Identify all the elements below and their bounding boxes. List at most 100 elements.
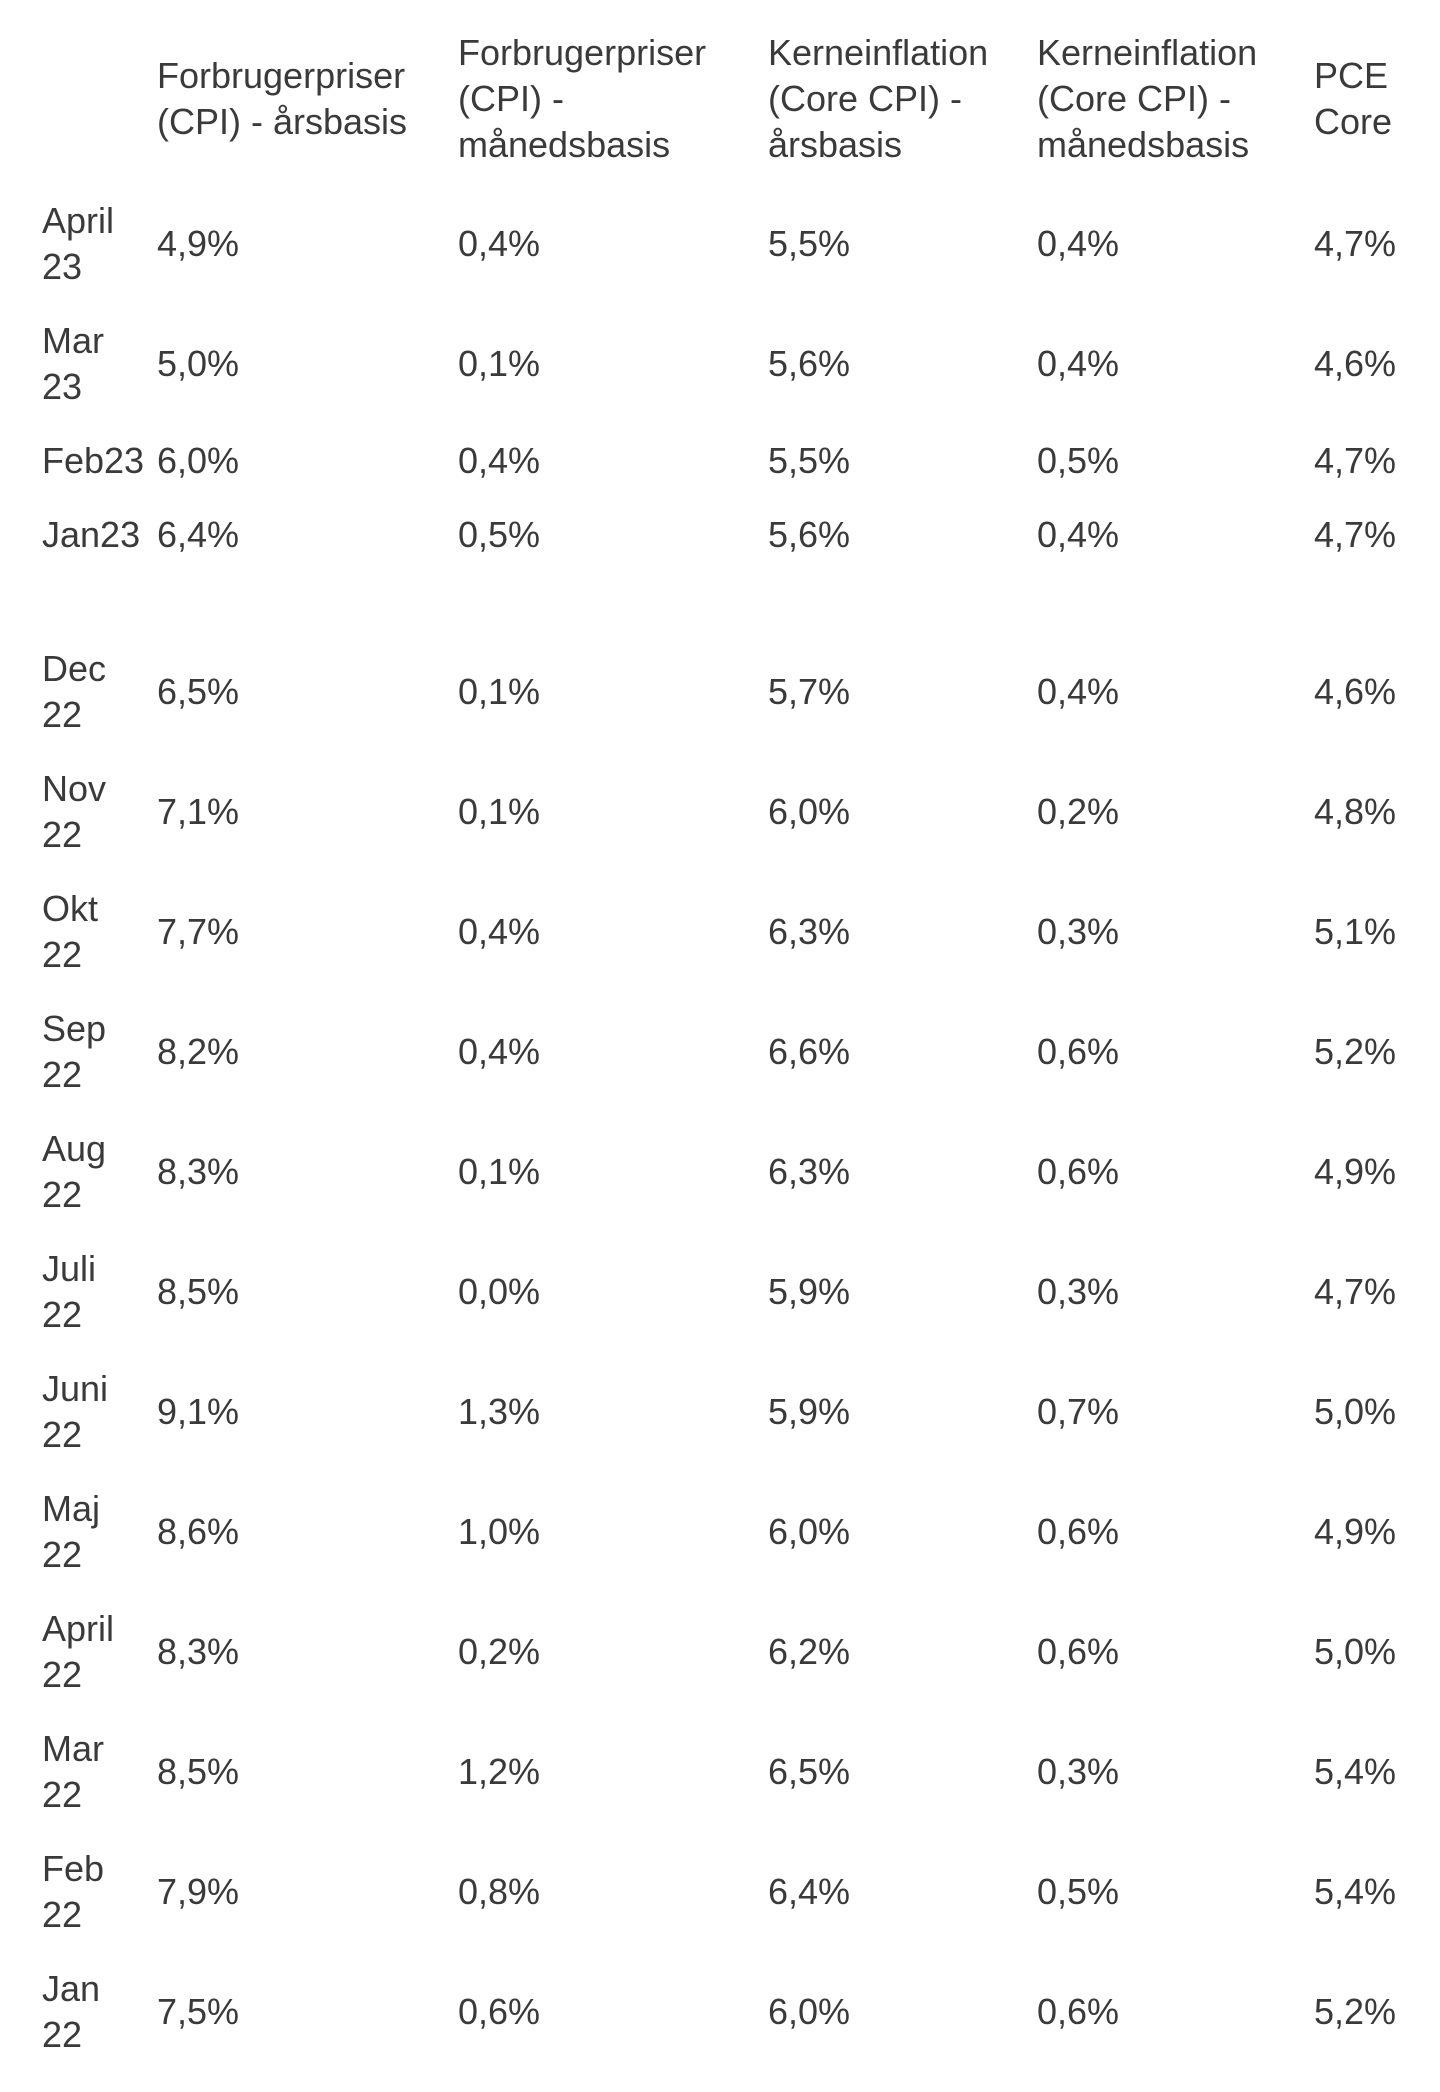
- row-label: April 22: [42, 1608, 115, 1695]
- spacer-row: [42, 572, 1440, 632]
- value-cell: 6,5%: [768, 1751, 851, 1792]
- table-row: Sep 22 8,2% 0,4% 6,6% 0,6% 5,2%: [42, 992, 1440, 1112]
- value-cell: 8,5%: [157, 1271, 240, 1312]
- row-label: Nov 22: [42, 768, 107, 855]
- value-cell: 5,0%: [1314, 1391, 1397, 1432]
- value-cell: 4,7%: [1314, 440, 1397, 481]
- header-core-cpi-yearly: Kerneinflation (Core CPI) - årsbasis: [768, 32, 989, 165]
- row-label: Jan23: [42, 514, 141, 555]
- table-body: April 23 4,9% 0,4% 5,5% 0,4% 4,7% Mar 23 5,0% 0,…: [42, 184, 1440, 2072]
- value-cell: 0,4%: [458, 911, 541, 952]
- header-pce-core: PCE Core: [1314, 55, 1393, 142]
- value-cell: 0,1%: [458, 1151, 541, 1192]
- row-label: Maj 22: [42, 1488, 101, 1575]
- value-cell: 8,5%: [157, 1751, 240, 1792]
- table-row: Nov 22 7,1% 0,1% 6,0% 0,2% 4,8%: [42, 752, 1440, 872]
- value-cell: 4,6%: [1314, 343, 1397, 384]
- value-cell: 0,1%: [458, 791, 541, 832]
- table-row: Juni 22 9,1% 1,3% 5,9% 0,7% 5,0%: [42, 1352, 1440, 1472]
- table-row: Jan23 6,4% 0,5% 5,6% 0,4% 4,7%: [42, 498, 1440, 572]
- value-cell: 4,9%: [1314, 1511, 1397, 1552]
- value-cell: 6,3%: [768, 1151, 851, 1192]
- value-cell: 4,9%: [1314, 1151, 1397, 1192]
- row-label: Mar 22: [42, 1728, 104, 1815]
- table-row: Dec 22 6,5% 0,1% 5,7% 0,4% 4,6%: [42, 632, 1440, 752]
- value-cell: 5,4%: [1314, 1871, 1397, 1912]
- value-cell: 5,9%: [768, 1391, 851, 1432]
- value-cell: 0,8%: [458, 1871, 541, 1912]
- value-cell: 0,3%: [1037, 911, 1120, 952]
- table-row: Feb23 6,0% 0,4% 5,5% 0,5% 4,7%: [42, 424, 1440, 498]
- value-cell: 0,4%: [458, 223, 541, 264]
- row-label: Sep 22: [42, 1008, 107, 1095]
- row-label: Mar 23: [42, 320, 104, 407]
- value-cell: 6,0%: [768, 791, 851, 832]
- value-cell: 4,8%: [1314, 791, 1397, 832]
- value-cell: 6,0%: [768, 1511, 851, 1552]
- value-cell: 0,4%: [1037, 671, 1120, 712]
- table-row: Aug 22 8,3% 0,1% 6,3% 0,6% 4,9%: [42, 1112, 1440, 1232]
- row-label: Okt 22: [42, 888, 99, 975]
- row-label: April 23: [42, 200, 115, 287]
- table-row: Maj 22 8,6% 1,0% 6,0% 0,6% 4,9%: [42, 1472, 1440, 1592]
- value-cell: 0,1%: [458, 343, 541, 384]
- value-cell: 4,7%: [1314, 1271, 1397, 1312]
- value-cell: 0,4%: [1037, 223, 1120, 264]
- table-row: Mar 22 8,5% 1,2% 6,5% 0,3% 5,4%: [42, 1712, 1440, 1832]
- value-cell: 0,6%: [1037, 1511, 1120, 1552]
- value-cell: 1,3%: [458, 1391, 541, 1432]
- value-cell: 6,0%: [157, 440, 240, 481]
- value-cell: 8,3%: [157, 1631, 240, 1672]
- value-cell: 4,6%: [1314, 671, 1397, 712]
- value-cell: 0,4%: [1037, 514, 1120, 555]
- header-core-cpi-monthly: Kerneinflation (Core CPI) - månedsbasis: [1037, 32, 1258, 165]
- table-row: Okt 22 7,7% 0,4% 6,3% 0,3% 5,1%: [42, 872, 1440, 992]
- value-cell: 4,7%: [1314, 223, 1397, 264]
- value-cell: 5,1%: [1314, 911, 1397, 952]
- value-cell: 0,5%: [1037, 1871, 1120, 1912]
- table-row: Jan 22 7,5% 0,6% 6,0% 0,6% 5,2%: [42, 1952, 1440, 2072]
- row-label: Feb23: [42, 440, 145, 481]
- value-cell: 0,6%: [458, 1991, 541, 2032]
- value-cell: 0,5%: [1037, 440, 1120, 481]
- value-cell: 5,5%: [768, 440, 851, 481]
- table-row: Juli 22 8,5% 0,0% 5,9% 0,3% 4,7%: [42, 1232, 1440, 1352]
- header-cpi-monthly: Forbrugerpriser (CPI) - månedsbasis: [458, 32, 707, 165]
- table-row: April 23 4,9% 0,4% 5,5% 0,4% 4,7%: [42, 184, 1440, 304]
- spacer-cell: [42, 572, 1440, 632]
- value-cell: 0,4%: [458, 440, 541, 481]
- value-cell: 6,3%: [768, 911, 851, 952]
- row-label: Juli 22: [42, 1248, 97, 1335]
- value-cell: 0,3%: [1037, 1751, 1120, 1792]
- table-header: Forbrugerpriser (CPI) - årsbasis Forbrug…: [42, 14, 1440, 184]
- value-cell: 1,2%: [458, 1751, 541, 1792]
- value-cell: 0,7%: [1037, 1391, 1120, 1432]
- value-cell: 6,4%: [768, 1871, 851, 1912]
- value-cell: 6,4%: [157, 514, 240, 555]
- value-cell: 7,7%: [157, 911, 240, 952]
- value-cell: 0,4%: [1037, 343, 1120, 384]
- value-cell: 6,2%: [768, 1631, 851, 1672]
- value-cell: 0,1%: [458, 671, 541, 712]
- value-cell: 5,4%: [1314, 1751, 1397, 1792]
- value-cell: 4,7%: [1314, 514, 1397, 555]
- value-cell: 5,6%: [768, 514, 851, 555]
- value-cell: 6,5%: [157, 671, 240, 712]
- value-cell: 0,4%: [458, 1031, 541, 1072]
- value-cell: 0,0%: [458, 1271, 541, 1312]
- value-cell: 5,6%: [768, 343, 851, 384]
- table-row: Mar 23 5,0% 0,1% 5,6% 0,4% 4,6%: [42, 304, 1440, 424]
- value-cell: 1,0%: [458, 1511, 541, 1552]
- value-cell: 5,2%: [1314, 1031, 1397, 1072]
- table-row: Feb 22 7,9% 0,8% 6,4% 0,5% 5,4%: [42, 1832, 1440, 1952]
- inflation-table: Forbrugerpriser (CPI) - årsbasis Forbrug…: [42, 14, 1440, 2072]
- value-cell: 0,3%: [1037, 1271, 1120, 1312]
- row-label: Aug 22: [42, 1128, 107, 1215]
- value-cell: 4,9%: [157, 223, 240, 264]
- value-cell: 5,9%: [768, 1271, 851, 1312]
- header-row: Forbrugerpriser (CPI) - årsbasis Forbrug…: [42, 14, 1440, 184]
- value-cell: 5,7%: [768, 671, 851, 712]
- value-cell: 0,6%: [1037, 1991, 1120, 2032]
- value-cell: 5,0%: [1314, 1631, 1397, 1672]
